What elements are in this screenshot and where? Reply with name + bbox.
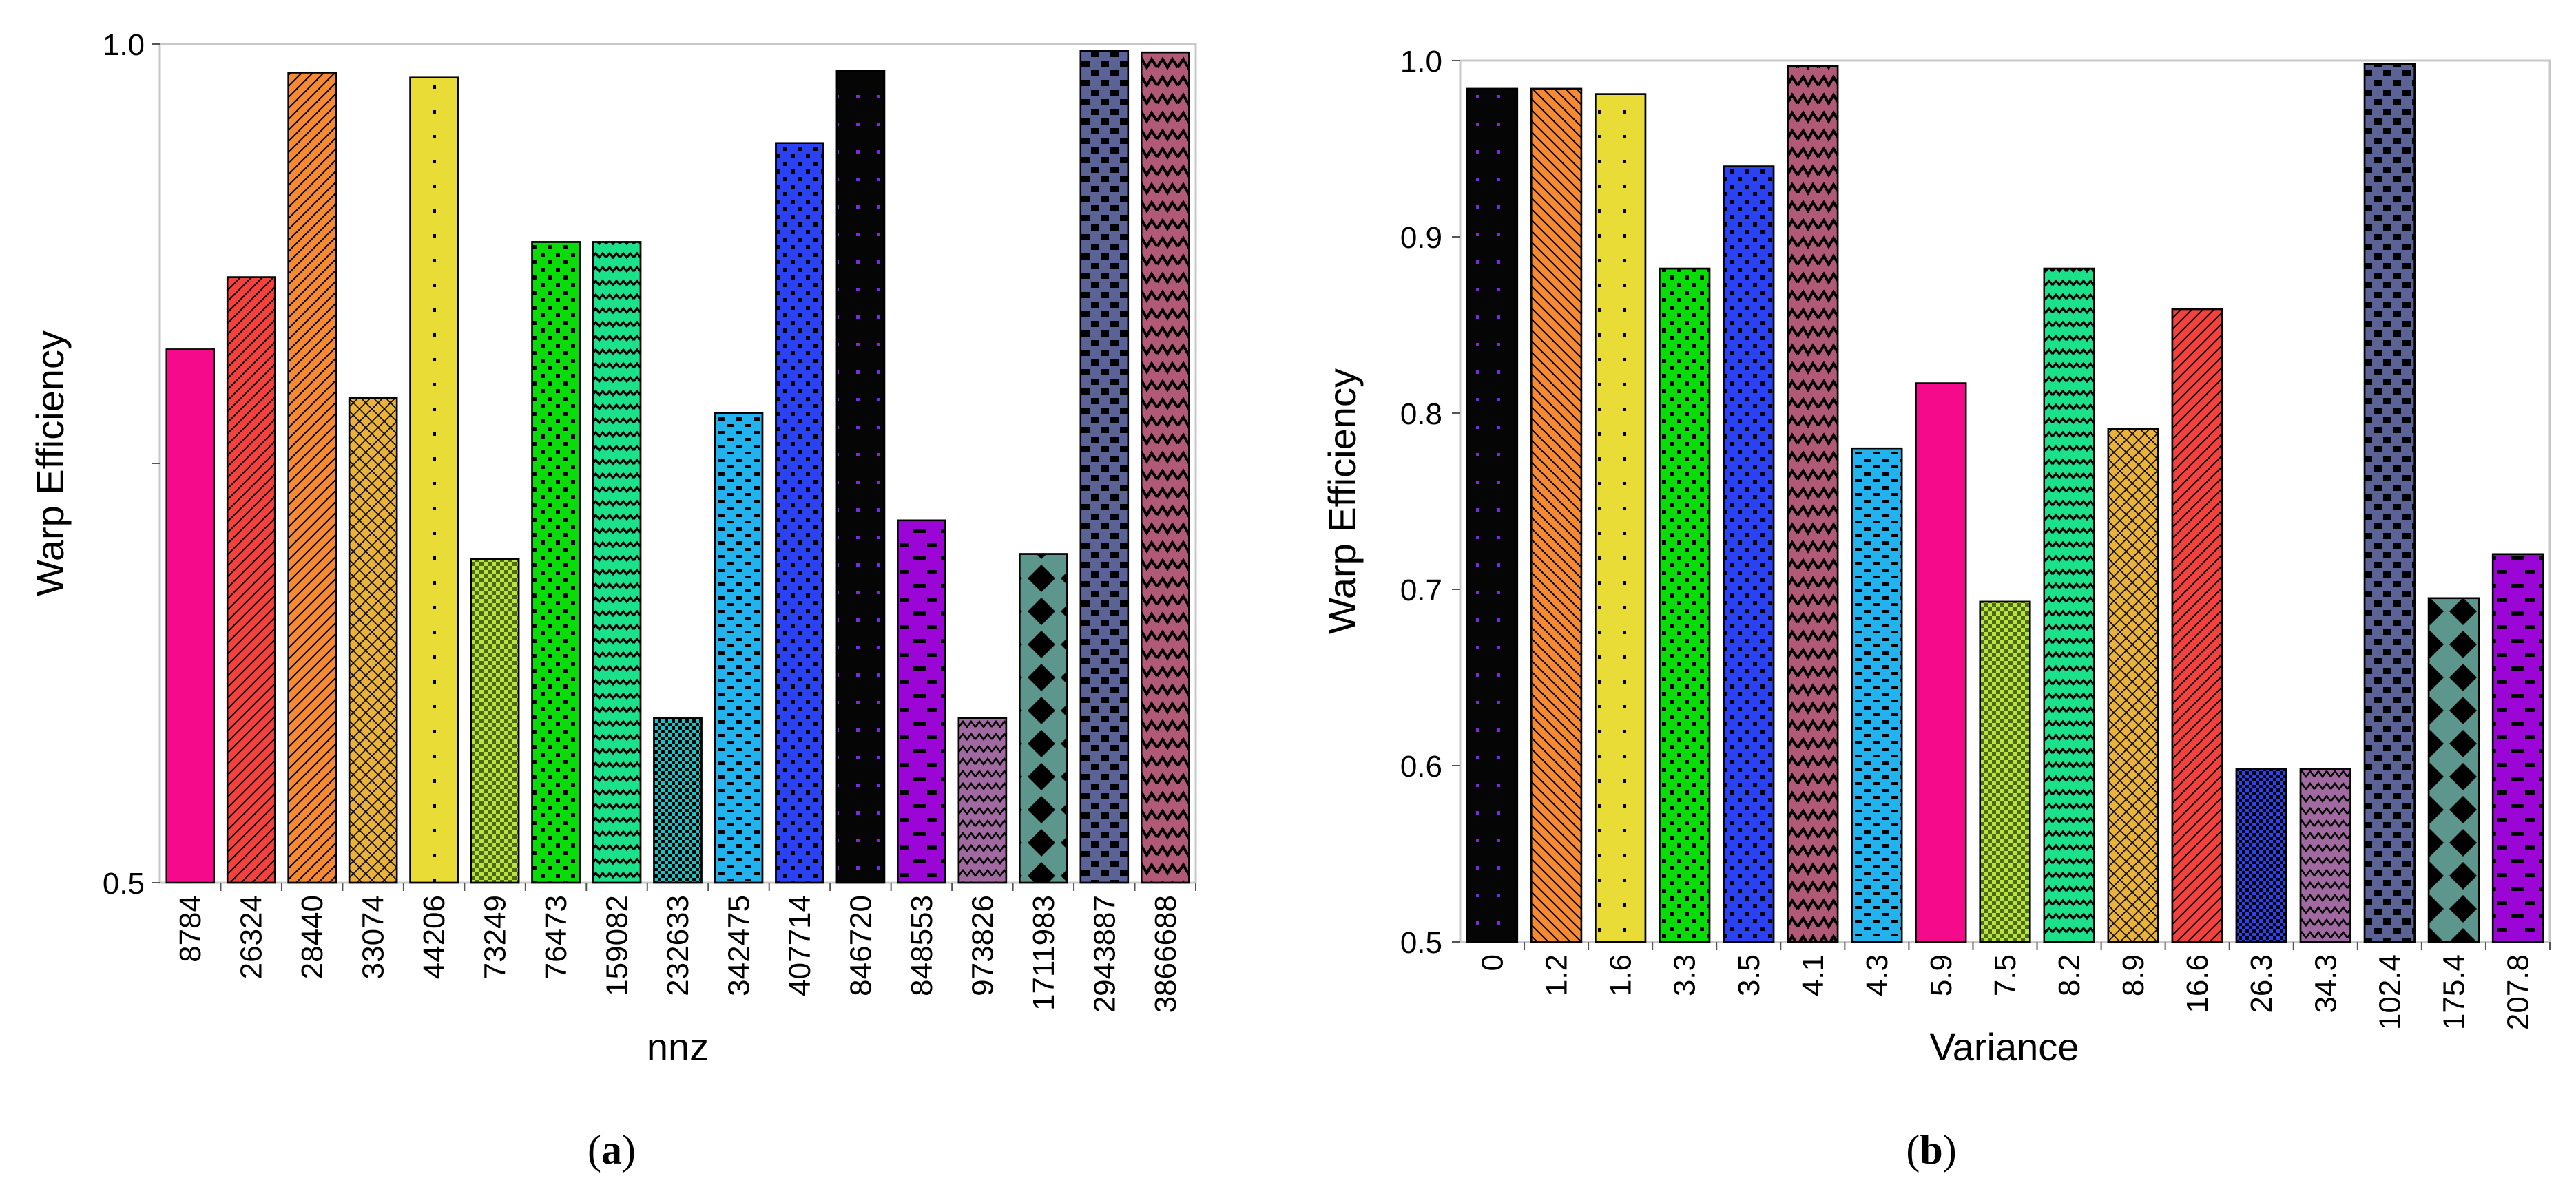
panel-a-xtick-label: 44206 [417, 895, 451, 979]
panel-a-xtick-label: 407714 [783, 895, 817, 996]
bar-pattern [2427, 597, 2480, 943]
panel-a-ylabel: Warp Efficiency [28, 330, 72, 596]
bar-pattern [1659, 267, 1711, 943]
panel-b-ytick-label: 0.7 [1400, 574, 1442, 607]
panel-b-xlabel: Variance [1930, 1025, 2079, 1069]
bar-pattern [287, 72, 337, 884]
panel-a-ytick-label: 1.0 [103, 28, 145, 62]
panel-b-xtick-label: 26.3 [2245, 954, 2278, 1013]
panel-b-xtick-label: 7.5 [1988, 954, 2022, 996]
bar-pattern [714, 412, 764, 884]
bar-pattern [1079, 50, 1130, 884]
panel-b-xtick-label: 3.3 [1668, 954, 1702, 996]
panel-a-xtick-label: 73249 [479, 895, 512, 979]
bar-pattern [2235, 768, 2287, 943]
panel-a-ytick-label: 0.5 [103, 867, 145, 901]
panel-a-bars [165, 50, 1190, 884]
panel-b-xtick-label: 4.1 [1796, 954, 1830, 996]
panel-a-xtick-label: 159082 [601, 895, 634, 996]
bar-pattern [1851, 447, 1903, 943]
panel-a-chart: 0.5 1.0 8784 26324 28440 33074 44206 73249 7647… [28, 28, 1197, 1173]
panel-b-xtick-label: 3.5 [1732, 954, 1766, 996]
panel-b-ylabel: Warp Efficiency [1320, 368, 1364, 634]
bar-pattern [1019, 553, 1068, 884]
panel-a-xtick-label: 26324 [235, 895, 269, 979]
panel-a-xlabel: nnz [647, 1025, 709, 1069]
panel-b-caption: (b) [1906, 1127, 1956, 1173]
panel-a-xtick-label: 76473 [539, 895, 573, 979]
bar-pattern [470, 558, 520, 884]
bar-pattern [2043, 267, 2095, 943]
bar-pattern [226, 276, 276, 884]
panel-b-xtick-label: 1.6 [1604, 954, 1638, 996]
panel-b-xtick-label: 16.6 [2181, 954, 2214, 1013]
bar [1915, 382, 1967, 943]
panel-b-ytick-label: 0.5 [1400, 926, 1442, 960]
panel-a-caption: (a) [588, 1127, 636, 1173]
panel-b-chart: 0.5 0.6 0.7 0.8 0.9 1.0 0 1.2 1.6 3.3 3.5 4.1 4.3 5.… [1320, 45, 2551, 1173]
panel-b-x-axis: 0 1.2 1.6 3.3 3.5 4.1 4.3 5.9 7.5 8.2 8.9 16.6 26.3 3… [1476, 942, 2551, 1030]
panel-b-xtick-label: 8.2 [2053, 954, 2086, 996]
panel-b-bars [1466, 63, 2544, 943]
panel-b-xtick-label: 4.3 [1860, 954, 1894, 996]
bar-pattern [1723, 165, 1775, 943]
bar-pattern [409, 76, 459, 884]
bar-pattern [348, 397, 398, 884]
bar-pattern [2491, 553, 2544, 943]
bar-pattern [2363, 63, 2416, 943]
bar-pattern [957, 717, 1008, 884]
panel-b-xtick-label: 5.9 [1924, 954, 1958, 996]
panel-a-xtick-label: 8784 [174, 895, 207, 963]
bar-pattern [653, 717, 703, 884]
panel-a-xtick-label: 846720 [844, 895, 877, 996]
bar-pattern [531, 241, 581, 884]
bar-pattern [2299, 768, 2351, 943]
bar-pattern [1595, 93, 1647, 943]
bar-pattern [1979, 600, 2031, 943]
bar-pattern [897, 519, 946, 884]
bar-pattern [1787, 65, 1839, 943]
panel-b-xtick-label: 102.4 [2373, 954, 2407, 1030]
panel-b-xtick-label: 1.2 [1540, 954, 1574, 996]
panel-b-ytick-label: 0.8 [1400, 397, 1442, 431]
bar-pattern [2107, 428, 2159, 943]
bar-pattern [592, 241, 642, 884]
panel-a-xtick-label: 33074 [357, 895, 391, 979]
panel-a-xtick-label: 2943887 [1088, 895, 1121, 1013]
panel-b-ytick-label: 0.9 [1400, 221, 1442, 255]
panel-a-xtick-label: 973826 [966, 895, 999, 996]
bar-pattern [1466, 87, 1519, 943]
bar [165, 348, 215, 884]
panel-a-xtick-label: 342475 [722, 895, 756, 996]
panel-b-xtick-label: 175.4 [2437, 954, 2471, 1030]
bar-pattern [1141, 51, 1190, 884]
panel-a-xtick-label: 848553 [905, 895, 939, 996]
bar-pattern [2171, 308, 2223, 943]
panel-a-xtick-label: 1711983 [1027, 895, 1061, 1011]
panel-a-x-axis: 8784 26324 28440 33074 44206 73249 76473 159082… [174, 883, 1196, 1013]
panel-a-y-axis: 0.5 1.0 [103, 28, 160, 901]
panel-b-xtick-label: 0 [1476, 954, 1510, 971]
panel-b-ytick-label: 0.6 [1400, 750, 1442, 784]
panel-b-y-axis: 0.5 0.6 0.7 0.8 0.9 1.0 [1400, 45, 1460, 960]
panel-b-xtick-label: 8.9 [2117, 954, 2150, 996]
panel-a-xtick-label: 28440 [295, 895, 329, 979]
panel-a-xtick-label: 232633 [661, 895, 695, 996]
bar-pattern [835, 70, 886, 884]
panel-b-xtick-label: 34.3 [2309, 954, 2343, 1013]
bar-pattern [775, 142, 824, 884]
panel-a-xtick-label: 3866688 [1149, 895, 1183, 1013]
panel-b-ytick-label: 1.0 [1400, 45, 1442, 78]
panel-b-xtick-label: 207.8 [2501, 954, 2535, 1030]
bar-pattern [1530, 87, 1583, 943]
